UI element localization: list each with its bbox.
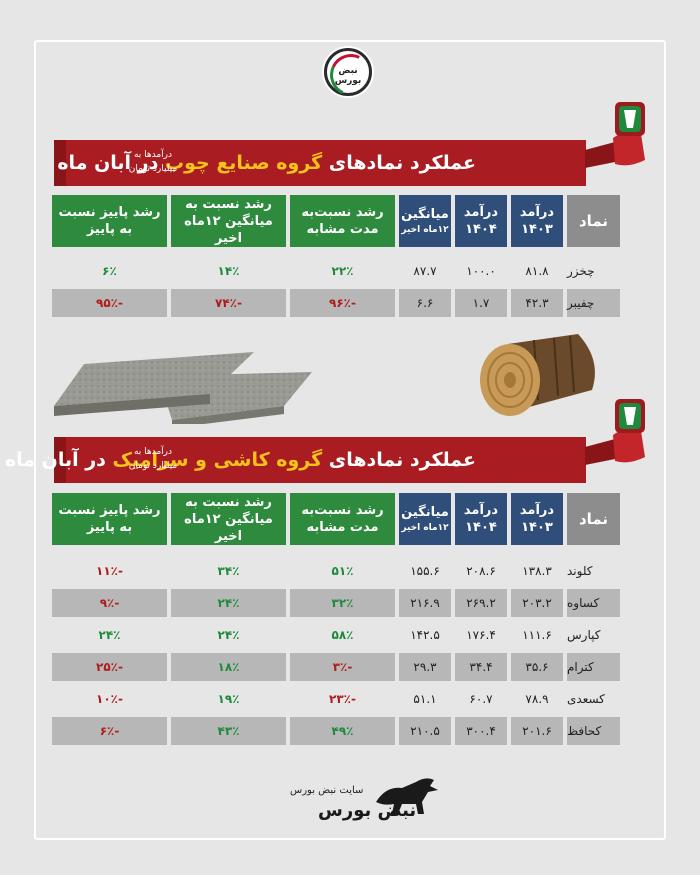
- cell-rev1403: ۸۱.۸: [525, 264, 549, 278]
- header-average-sub: ۱۲ماه اخیر: [401, 224, 449, 235]
- cell-symbol: کلوند: [567, 564, 593, 578]
- header-growth-vs-average: رشد نسبت به میانگین ۱۲ماه اخیر: [171, 493, 286, 545]
- header-growth-fall: رشد پاییز نسبت به پاییز: [52, 195, 167, 247]
- cell-rev1404: ۳۴.۴: [455, 653, 507, 681]
- bull-icon: [376, 778, 438, 814]
- cell-g_same: ۳۲٪: [290, 589, 395, 617]
- cell-symbol: کحافظ: [567, 717, 620, 745]
- cell-avg: ۱۴۲.۵: [410, 628, 440, 642]
- brand-logo: نبض بورس: [324, 48, 378, 102]
- header-average-12m: میانگین ۱۲ماه اخیر: [399, 493, 451, 545]
- cell-symbol: کپارس: [567, 628, 601, 642]
- cell-g_same: -۲۳٪: [329, 692, 356, 706]
- cell-rev1403: ۴۲.۳: [511, 289, 563, 317]
- cell-g_same: ۵۱٪: [331, 564, 354, 578]
- header-average-12m: میانگین ۱۲ماه اخیر: [399, 195, 451, 247]
- cell-g_avg: ۱۴٪: [217, 264, 240, 278]
- header-growth-same-period: رشد نسبت‌به مدت مشابه: [290, 195, 395, 247]
- cell-avg: ۲۱۰.۵: [399, 717, 451, 745]
- cell-g_fall: -۱۰٪: [96, 692, 123, 706]
- hand-holding-sign-icon: [585, 102, 645, 168]
- unit-note: درآمدها به میلیارد تومان: [128, 150, 178, 174]
- wood-log-image: [480, 334, 595, 416]
- cell-g_same: -۳٪: [290, 653, 395, 681]
- cell-avg: ۲۹.۳: [399, 653, 451, 681]
- cell-g_avg: ۱۸٪: [171, 653, 286, 681]
- cell-rev1404: ۱.۷: [455, 289, 507, 317]
- cell-avg: ۶.۶: [399, 289, 451, 317]
- cell-g_avg: ۴۳٪: [171, 717, 286, 745]
- header-revenue-1403: درآمد ۱۴۰۳: [511, 195, 563, 247]
- header-average-sub: ۱۲ماه اخیر: [401, 522, 449, 533]
- cell-rev1404: ۳۰۰.۴: [455, 717, 507, 745]
- cell-g_avg: ۲۴٪: [217, 628, 240, 642]
- cell-rev1404: ۱۰۰.۰: [466, 264, 496, 278]
- cell-rev1403: ۲۰۱.۶: [511, 717, 563, 745]
- footer-site-label: سایت نبض بورس: [290, 785, 364, 796]
- cell-avg: ۵۱.۱: [413, 692, 437, 706]
- cell-symbol: کسعدی: [567, 692, 605, 706]
- outer-frame: [34, 40, 666, 840]
- header-revenue-1404: درآمد ۱۴۰۴: [455, 493, 507, 545]
- cell-rev1403: ۲۰۳.۲: [511, 589, 563, 617]
- cell-g_fall: -۱۱٪: [96, 564, 123, 578]
- cell-g_same: ۵۸٪: [331, 628, 354, 642]
- cell-g_fall: ۲۴٪: [98, 628, 121, 642]
- cell-g_fall: -۶٪: [52, 717, 167, 745]
- header-revenue-1403: درآمد ۱۴۰۳: [511, 493, 563, 545]
- unit-note: درآمدها به میلیارد تومان: [128, 447, 178, 471]
- ceramic-tiles-image: [54, 352, 312, 424]
- cell-g_avg: ۱۹٪: [217, 692, 240, 706]
- banner-title: عملکرد نمادهای گروه صنایع چوب در آبان ما…: [57, 152, 476, 174]
- cell-avg: ۲۱۶.۹: [399, 589, 451, 617]
- cell-g_avg: ۳۴٪: [217, 564, 240, 578]
- header-symbol: نماد: [567, 195, 620, 247]
- hand-holding-sign-icon: [585, 399, 645, 465]
- cell-rev1403: ۷۸.۹: [525, 692, 549, 706]
- footer-brand-name: نبض بورس: [318, 800, 417, 821]
- cell-g_fall: -۲۵٪: [52, 653, 167, 681]
- cell-g_avg: ۲۴٪: [171, 589, 286, 617]
- cell-rev1404: ۲۰۸.۶: [466, 564, 496, 578]
- header-growth-same-period: رشد نسبت‌به مدت مشابه: [290, 493, 395, 545]
- cell-g_same: ۴۹٪: [290, 717, 395, 745]
- cell-symbol: کساوه: [567, 589, 620, 617]
- cell-symbol: کترام: [567, 653, 620, 681]
- cell-symbol: چخزر: [567, 264, 595, 278]
- cell-g_fall: ۶٪: [102, 264, 117, 278]
- cell-rev1403: ۱۱۱.۶: [522, 628, 552, 642]
- cell-rev1404: ۶۰.۷: [469, 692, 493, 706]
- header-growth-vs-average: رشد نسبت به میانگین ۱۲ماه اخیر: [171, 195, 286, 247]
- cell-rev1404: ۲۶۹.۲: [455, 589, 507, 617]
- section-banner-ceramic: عملکرد نمادهای گروه کاشی و سرامیک در آبا…: [5, 437, 586, 483]
- header-average-label: میانگین: [401, 504, 449, 520]
- header-symbol: نماد: [567, 493, 620, 545]
- cell-g_fall: -۹۵٪: [52, 289, 167, 317]
- logo-text: نبض بورس: [334, 66, 362, 86]
- cell-rev1403: ۱۳۸.۳: [522, 564, 552, 578]
- cell-avg: ۸۷.۷: [413, 264, 437, 278]
- banner-title: عملکرد نمادهای گروه کاشی و سرامیک در آبا…: [4, 449, 476, 471]
- cell-g_fall: -۹٪: [52, 589, 167, 617]
- header-revenue-1404: درآمد ۱۴۰۴: [455, 195, 507, 247]
- header-growth-fall: رشد پاییز نسبت به پاییز: [52, 493, 167, 545]
- cell-g_same: ۲۲٪: [331, 264, 354, 278]
- cell-rev1404: ۱۷۶.۴: [466, 628, 496, 642]
- section-banner-wood: عملکرد نمادهای گروه صنایع چوب در آبان ما…: [54, 140, 586, 186]
- cell-avg: ۱۵۵.۶: [410, 564, 440, 578]
- cell-g_same: -۹۶٪: [290, 289, 395, 317]
- cell-g_avg: -۷۴٪: [171, 289, 286, 317]
- cell-symbol: چفیبر: [567, 289, 620, 317]
- header-average-label: میانگین: [401, 206, 449, 222]
- cell-rev1403: ۳۵.۶: [511, 653, 563, 681]
